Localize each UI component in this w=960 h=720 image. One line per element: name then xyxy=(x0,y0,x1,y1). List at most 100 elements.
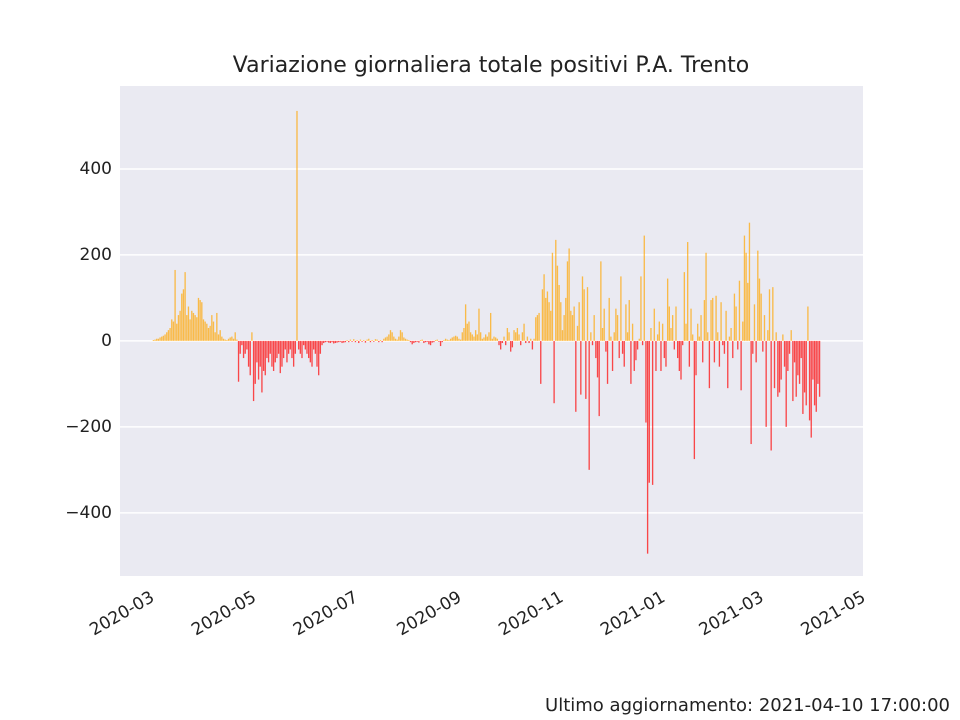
bar xyxy=(396,339,398,341)
bar xyxy=(580,340,582,395)
bar xyxy=(292,340,295,367)
bar xyxy=(309,340,312,363)
bar xyxy=(495,337,497,341)
bar xyxy=(414,340,417,343)
bar xyxy=(189,319,191,341)
bar xyxy=(765,340,767,427)
bar xyxy=(416,340,418,342)
plot-area xyxy=(120,86,863,576)
bar xyxy=(506,327,509,341)
bar xyxy=(513,330,515,341)
bar xyxy=(294,340,296,354)
bar xyxy=(331,340,333,343)
bar xyxy=(767,330,769,341)
bar xyxy=(802,340,804,414)
bar xyxy=(575,340,577,412)
bar xyxy=(269,340,271,354)
bar xyxy=(282,340,285,359)
bar xyxy=(733,293,736,341)
bar xyxy=(493,336,495,341)
bar xyxy=(588,340,590,470)
bar xyxy=(418,340,420,343)
bar xyxy=(631,323,634,341)
bar xyxy=(474,330,477,341)
bar xyxy=(656,334,659,341)
bar xyxy=(625,304,627,341)
bar xyxy=(705,252,707,341)
bar xyxy=(444,338,447,341)
y-tick-label: −400 xyxy=(65,503,112,523)
bar xyxy=(209,325,211,341)
bar xyxy=(291,340,293,359)
bar xyxy=(186,315,188,341)
bar xyxy=(723,340,726,354)
bar xyxy=(496,338,499,341)
bar xyxy=(321,340,323,346)
bar xyxy=(596,340,599,378)
bar xyxy=(214,332,216,341)
bar xyxy=(316,340,318,367)
bar xyxy=(404,338,407,341)
bar xyxy=(520,340,522,346)
bar xyxy=(451,337,453,341)
bar xyxy=(152,340,155,341)
bar xyxy=(737,340,739,350)
bar xyxy=(373,340,375,342)
bar xyxy=(777,340,779,397)
bar xyxy=(234,332,236,341)
bar xyxy=(479,332,482,341)
bar xyxy=(560,302,562,341)
bar xyxy=(257,340,260,380)
bar xyxy=(805,340,807,406)
bar xyxy=(633,340,635,371)
bar xyxy=(353,339,355,341)
bar xyxy=(324,340,327,343)
bar xyxy=(613,332,615,341)
bar xyxy=(466,323,468,341)
bar xyxy=(655,340,657,371)
bar xyxy=(403,337,405,341)
bar xyxy=(812,340,814,380)
bar xyxy=(247,340,250,367)
bar xyxy=(267,340,270,363)
bar xyxy=(695,340,697,376)
bar xyxy=(226,340,228,341)
bar xyxy=(157,338,160,341)
bar xyxy=(344,340,347,343)
bar xyxy=(161,336,163,341)
bar xyxy=(237,340,240,382)
bar xyxy=(162,335,165,341)
bar xyxy=(715,295,717,341)
bar xyxy=(772,287,774,341)
bar xyxy=(378,340,380,343)
bar xyxy=(401,332,403,341)
bar xyxy=(458,338,460,341)
bar xyxy=(708,340,711,389)
bar xyxy=(204,321,206,341)
bar xyxy=(648,340,650,483)
bar xyxy=(207,327,210,341)
bar xyxy=(553,340,555,404)
bar xyxy=(191,310,193,341)
bar xyxy=(318,340,320,376)
bar xyxy=(174,269,176,341)
y-tick-label: 0 xyxy=(101,331,112,351)
bar xyxy=(431,340,433,343)
bar xyxy=(753,304,756,341)
bar xyxy=(615,308,617,341)
bar xyxy=(660,340,662,371)
bar xyxy=(712,297,714,341)
bar xyxy=(376,339,378,341)
bar xyxy=(728,336,731,341)
bar xyxy=(308,340,310,359)
bar xyxy=(264,340,266,376)
bar xyxy=(760,293,762,341)
bar xyxy=(284,340,286,350)
bar xyxy=(179,310,181,341)
bar xyxy=(349,339,352,341)
bar xyxy=(792,340,794,402)
bar xyxy=(433,340,435,343)
bar xyxy=(743,235,746,341)
bar xyxy=(154,339,156,341)
